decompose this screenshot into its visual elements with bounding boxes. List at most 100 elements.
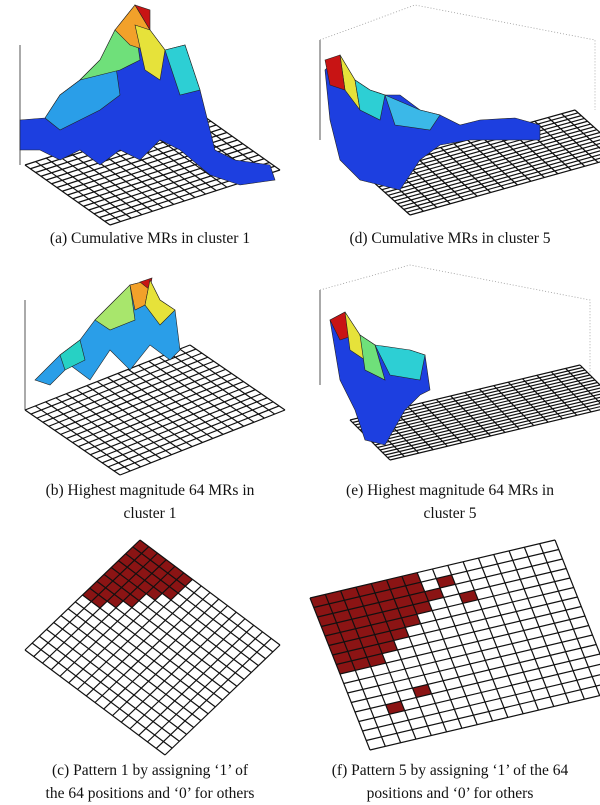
mesh-line (565, 368, 600, 404)
mesh (24, 539, 281, 756)
pattern-cell (351, 615, 371, 629)
mesh-line (574, 109, 600, 134)
mesh-line (539, 543, 600, 696)
mesh-line (194, 109, 281, 171)
pattern-cell (371, 579, 391, 593)
mesh-line (127, 368, 224, 435)
pattern-cell (313, 603, 333, 617)
mesh-line (351, 643, 597, 704)
pattern-cell (321, 622, 341, 636)
caption: (f) Pattern 5 by assigning ‘1’ of the 64 (332, 762, 569, 779)
mesh-line (132, 546, 274, 653)
mesh-line (103, 598, 220, 710)
surface-patch (374, 344, 426, 381)
pattern-cell (355, 583, 375, 597)
surface-patch (44, 59, 121, 131)
mesh-line (366, 684, 600, 742)
pattern-cell (325, 632, 345, 646)
mesh-line (362, 674, 600, 732)
surface-patch (94, 284, 136, 331)
mesh-line (462, 561, 524, 714)
mesh (309, 539, 600, 751)
caption: (c) Pattern 1 by assigning ‘1’ of (52, 762, 249, 779)
mesh-line (164, 644, 281, 756)
mesh (349, 364, 600, 461)
mesh-line (90, 389, 256, 456)
surface-patch (134, 4, 151, 32)
pattern-cell (386, 617, 406, 631)
mesh-line (138, 624, 255, 736)
pattern-cell (412, 684, 432, 698)
mesh-line (112, 605, 228, 717)
mesh-line (147, 631, 263, 743)
surface-patch (59, 339, 86, 371)
mesh-line (534, 120, 586, 167)
pattern-cell (413, 601, 433, 615)
pattern-cell (359, 593, 379, 607)
mesh-line (139, 539, 281, 646)
mesh-line (387, 135, 600, 196)
mesh-line (117, 372, 214, 439)
pattern-cell (336, 619, 356, 633)
mesh-line (103, 573, 245, 680)
mesh-line (387, 406, 600, 459)
mesh-line (493, 554, 555, 707)
mesh-line (406, 157, 600, 213)
caption: (e) Highest magnitude 64 MRs in (346, 482, 554, 499)
mesh-line (397, 146, 600, 205)
mesh-line (354, 653, 600, 713)
pattern-cell (382, 608, 402, 622)
caption: (b) Highest magnitude 64 MRs in (46, 482, 255, 499)
surface-patch (144, 279, 176, 326)
mesh-line (120, 611, 237, 723)
mesh-line (389, 409, 600, 461)
mesh-line (493, 385, 535, 427)
surface-patch (359, 334, 386, 381)
mesh-line (347, 634, 593, 694)
pattern-cell (378, 640, 398, 654)
mesh-line (400, 150, 600, 208)
mesh-line (118, 560, 259, 667)
pattern-cell (363, 602, 383, 616)
mesh-line (158, 356, 255, 423)
pattern-cell (363, 644, 383, 658)
pattern-cell (332, 651, 352, 665)
mesh-line (384, 402, 600, 456)
pattern-cell (332, 609, 352, 623)
surface-patch (324, 54, 346, 91)
mesh-line (477, 557, 539, 711)
mesh-line (94, 592, 211, 703)
mesh-line (138, 364, 234, 431)
mesh-line (179, 348, 276, 415)
mesh-line (478, 388, 520, 430)
pattern-cell (340, 628, 360, 642)
pattern-cell (378, 598, 398, 612)
pattern-cell (317, 613, 337, 627)
mesh-line (119, 409, 286, 476)
surface-patch (384, 94, 441, 131)
mesh-line (155, 638, 272, 749)
mesh-line (113, 405, 280, 472)
mesh-line (339, 615, 586, 675)
mesh-line (374, 390, 600, 446)
surface-patch (354, 79, 386, 121)
pattern-cell (405, 582, 425, 596)
surface-patch (164, 44, 201, 96)
mesh-line (110, 567, 252, 673)
mesh-line (554, 539, 600, 656)
mesh-line (394, 142, 600, 202)
mesh-line (107, 377, 203, 443)
caption: cluster 5 (424, 505, 477, 522)
mesh-line (358, 663, 600, 723)
pattern-cell (367, 612, 387, 626)
mesh-line (169, 352, 265, 419)
mesh-line (547, 117, 599, 163)
mesh-line (447, 565, 509, 718)
pattern-cell (329, 600, 349, 614)
mesh-line (523, 547, 585, 700)
mesh (24, 344, 286, 476)
pattern-cell (436, 574, 456, 588)
mesh-line (377, 393, 600, 449)
mesh-line (369, 384, 600, 441)
